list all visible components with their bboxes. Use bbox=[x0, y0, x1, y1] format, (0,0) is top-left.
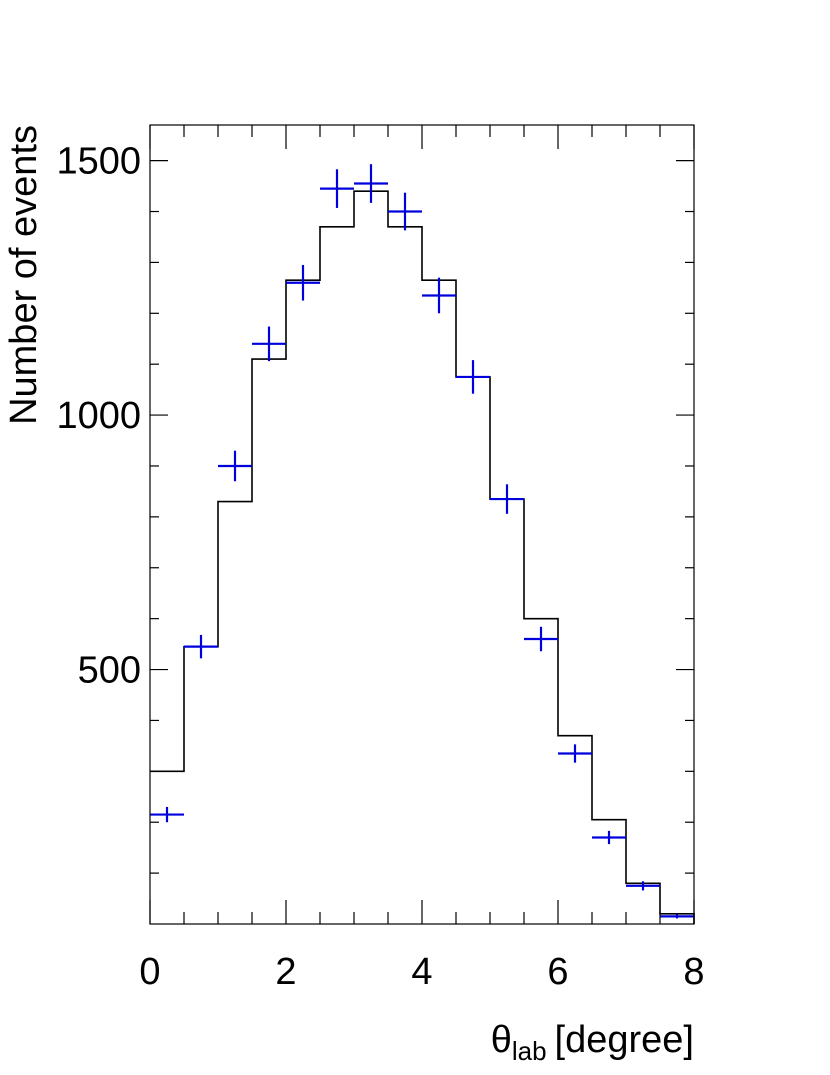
data-point bbox=[490, 484, 524, 514]
y-axis: 500 1000 1500 bbox=[56, 141, 694, 874]
x-tick-label: 0 bbox=[139, 951, 160, 993]
x-axis-title-unit: [degree] bbox=[555, 1019, 694, 1061]
x-tick-label: 2 bbox=[275, 951, 296, 993]
plot-content bbox=[150, 164, 695, 924]
x-tick-label: 6 bbox=[547, 951, 568, 993]
data-point bbox=[354, 164, 388, 203]
data-point bbox=[388, 192, 422, 231]
data-point bbox=[184, 634, 218, 659]
data-point bbox=[524, 626, 558, 652]
x-tick-label: 4 bbox=[411, 951, 432, 993]
data-point bbox=[558, 744, 592, 763]
data-point bbox=[456, 360, 490, 394]
data-point bbox=[592, 830, 626, 845]
data-point bbox=[626, 881, 660, 891]
x-axis-title-symbol: θ bbox=[491, 1019, 512, 1061]
x-axis: 0 2 4 6 8 bbox=[139, 125, 705, 993]
x-tick-label: 8 bbox=[683, 951, 704, 993]
y-tick-label: 1000 bbox=[56, 395, 141, 437]
data-point bbox=[252, 326, 286, 362]
y-axis-title: Number of events bbox=[3, 125, 45, 425]
data-point bbox=[660, 914, 694, 919]
y-tick-label: 1500 bbox=[56, 141, 141, 183]
y-tick-label: 500 bbox=[78, 650, 141, 692]
data-point bbox=[218, 450, 252, 482]
plot-frame bbox=[149, 124, 695, 925]
data-point bbox=[320, 169, 354, 208]
x-axis-title: θlab [degree] bbox=[491, 1019, 694, 1066]
histogram-step-line bbox=[150, 190, 695, 924]
x-axis-title-subscript: lab bbox=[512, 1036, 547, 1066]
data-point bbox=[150, 806, 184, 823]
data-point bbox=[286, 264, 320, 301]
data-point bbox=[422, 277, 456, 314]
